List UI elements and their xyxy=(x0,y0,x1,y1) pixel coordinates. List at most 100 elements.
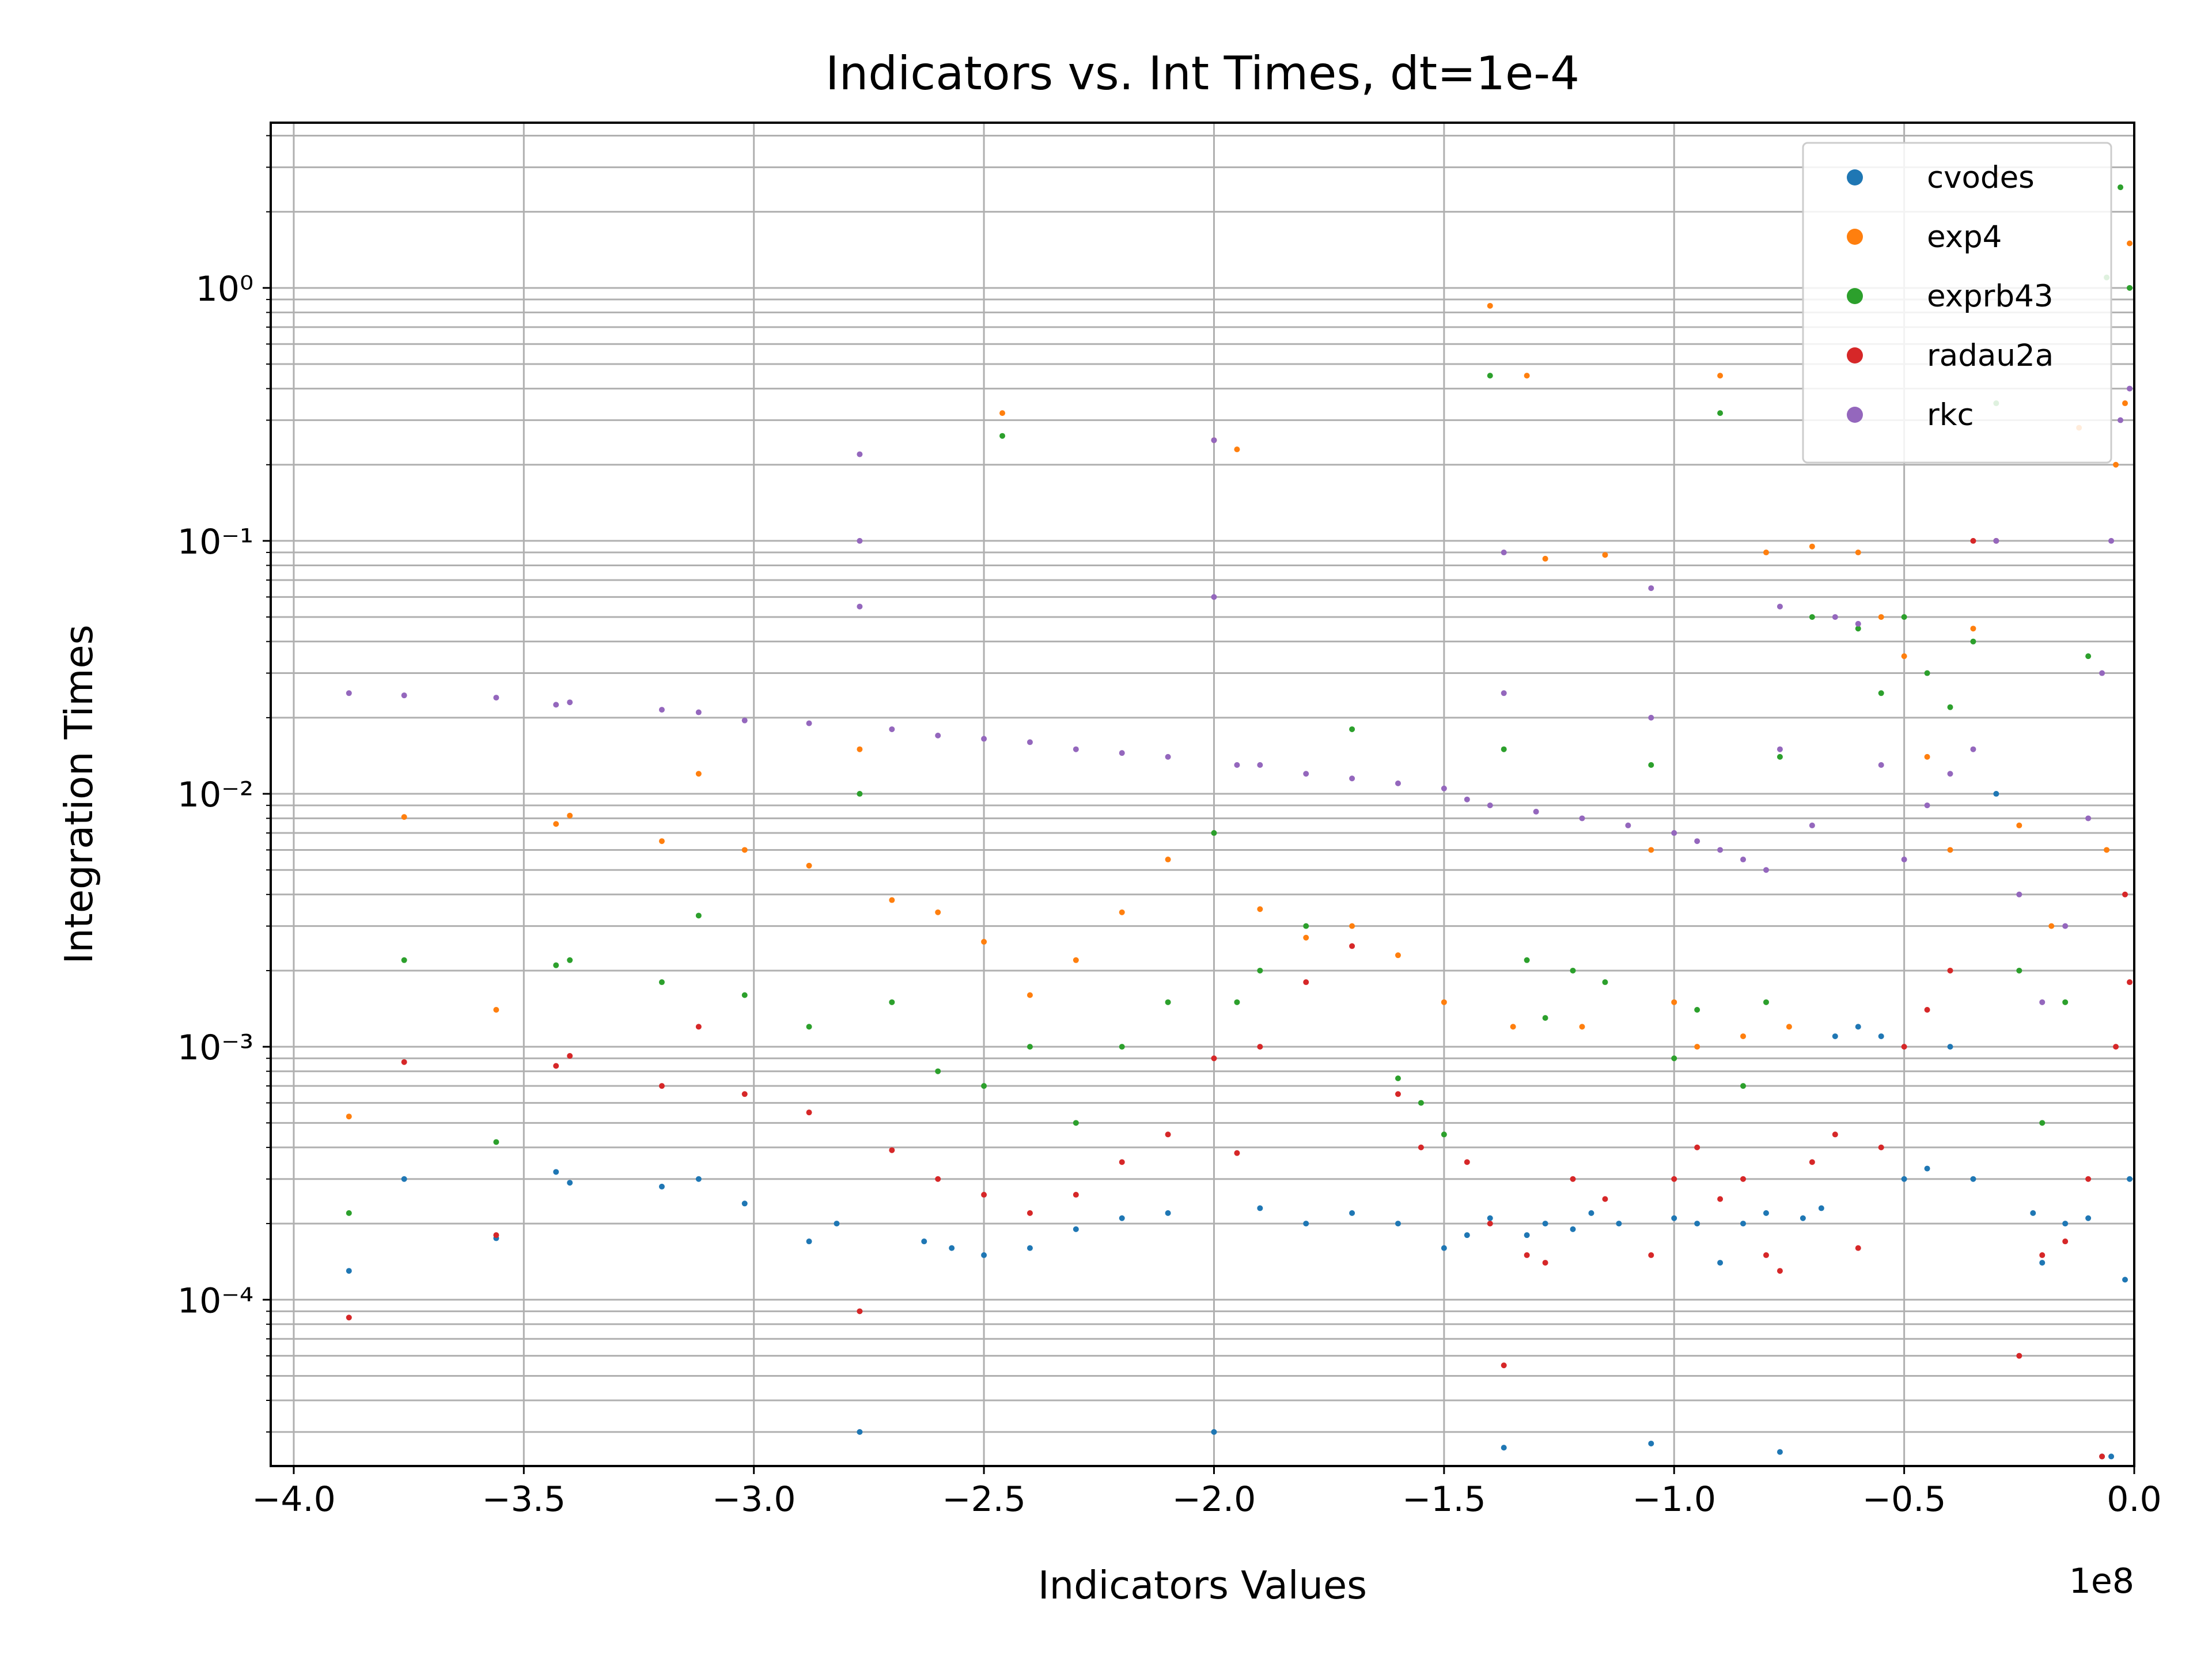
data-point-radau2a xyxy=(1119,1159,1125,1165)
data-point-exp4 xyxy=(346,1113,352,1120)
data-point-exp4 xyxy=(1924,753,1930,760)
data-point-exprb43 xyxy=(857,791,863,797)
data-point-exp4 xyxy=(1671,999,1677,1005)
data-point-cvodes xyxy=(2108,1453,2115,1460)
data-point-rkc xyxy=(741,717,748,724)
data-point-exp4 xyxy=(2016,822,2022,828)
data-point-radau2a xyxy=(981,1192,987,1198)
data-point-rkc xyxy=(1165,753,1171,760)
data-point-exp4 xyxy=(741,847,748,853)
data-point-radau2a xyxy=(2127,979,2133,986)
data-point-exp4 xyxy=(1855,550,1861,556)
data-point-radau2a xyxy=(2113,1044,2119,1050)
data-point-exprb43 xyxy=(1648,762,1654,768)
data-point-cvodes xyxy=(1818,1205,1824,1211)
data-point-cvodes xyxy=(567,1180,573,1186)
data-point-rkc xyxy=(1924,802,1930,809)
data-point-radau2a xyxy=(1832,1131,1838,1138)
data-point-exprb43 xyxy=(1970,638,1976,645)
legend-marker-exp4 xyxy=(1847,229,1863,245)
data-point-exp4 xyxy=(1602,552,1608,558)
data-point-rkc xyxy=(2108,537,2115,544)
data-point-radau2a xyxy=(2016,1353,2022,1359)
data-point-cvodes xyxy=(2030,1210,2036,1216)
data-point-radau2a xyxy=(1855,1245,1861,1251)
legend-marker-radau2a xyxy=(1847,347,1863,363)
data-point-exprb43 xyxy=(1763,999,1769,1005)
data-point-radau2a xyxy=(741,1091,748,1097)
data-point-exprb43 xyxy=(1418,1100,1424,1106)
data-point-exprb43 xyxy=(999,433,1006,439)
data-point-rkc xyxy=(493,695,499,701)
x-tick-label: −4.0 xyxy=(252,1479,336,1520)
data-point-exprb43 xyxy=(935,1068,941,1074)
data-point-exp4 xyxy=(935,909,941,915)
data-point-rkc xyxy=(857,603,863,609)
legend-label-rkc: rkc xyxy=(1927,397,1974,433)
data-point-exprb43 xyxy=(695,912,702,919)
data-point-exp4 xyxy=(1395,952,1401,959)
data-point-exprb43 xyxy=(1924,670,1930,676)
data-point-cvodes xyxy=(1947,1044,1953,1050)
data-point-rkc xyxy=(1349,775,1355,782)
data-point-exp4 xyxy=(1947,847,1953,853)
data-point-exprb43 xyxy=(1395,1075,1401,1082)
data-point-exprb43 xyxy=(1119,1044,1125,1050)
data-point-exprb43 xyxy=(1947,704,1953,710)
data-point-exprb43 xyxy=(1027,1044,1033,1050)
data-point-cvodes xyxy=(1878,1033,1884,1039)
data-point-cvodes xyxy=(1349,1210,1355,1216)
data-point-cvodes xyxy=(2122,1277,2128,1283)
data-point-rkc xyxy=(2085,815,2092,821)
data-point-rkc xyxy=(1671,830,1677,836)
data-point-exprb43 xyxy=(2127,285,2133,291)
data-point-radau2a xyxy=(2085,1176,2092,1182)
data-point-rkc xyxy=(1740,857,1747,863)
x-tick-label: 0.0 xyxy=(2107,1479,2161,1520)
data-point-rkc xyxy=(1970,746,1976,752)
data-point-rkc xyxy=(695,709,702,715)
data-point-cvodes xyxy=(346,1268,352,1274)
data-point-cvodes xyxy=(1648,1440,1654,1446)
data-point-rkc xyxy=(1777,746,1783,752)
data-point-cvodes xyxy=(1717,1260,1724,1266)
data-point-radau2a xyxy=(2099,1453,2105,1460)
data-point-radau2a xyxy=(346,1315,352,1321)
data-point-rkc xyxy=(857,451,863,457)
data-point-rkc xyxy=(2099,670,2105,676)
y-tick-label: 10⁻² xyxy=(177,775,253,815)
data-point-exprb43 xyxy=(741,992,748,998)
data-point-radau2a xyxy=(1947,967,1953,974)
legend-marker-cvodes xyxy=(1847,169,1863,185)
data-point-exprb43 xyxy=(401,957,407,963)
data-point-radau2a xyxy=(806,1109,812,1116)
data-point-cvodes xyxy=(1832,1033,1838,1039)
data-point-exp4 xyxy=(658,838,665,844)
data-point-cvodes xyxy=(1073,1226,1079,1232)
data-point-radau2a xyxy=(1809,1159,1815,1165)
data-point-rkc xyxy=(935,732,941,738)
data-point-exp4 xyxy=(857,746,863,752)
data-point-cvodes xyxy=(695,1176,702,1182)
data-point-rkc xyxy=(1993,537,1999,544)
data-point-exprb43 xyxy=(493,1139,499,1145)
data-point-radau2a xyxy=(1165,1131,1171,1138)
data-point-cvodes xyxy=(1777,1449,1783,1455)
data-point-rkc xyxy=(1777,603,1783,609)
data-point-radau2a xyxy=(1501,1362,1507,1369)
data-point-rkc xyxy=(2016,891,2022,897)
x-axis-label: Indicators Values xyxy=(1038,1563,1367,1608)
data-point-radau2a xyxy=(1671,1176,1677,1182)
data-point-rkc xyxy=(1501,690,1507,696)
data-point-exp4 xyxy=(2122,400,2128,407)
data-point-radau2a xyxy=(1524,1252,1530,1258)
data-point-exp4 xyxy=(2113,461,2119,468)
data-point-rkc xyxy=(1901,857,1907,863)
data-point-radau2a xyxy=(1487,1221,1493,1227)
data-point-rkc xyxy=(553,702,559,708)
legend: cvodes exp4 exprb43 radau2a rkc xyxy=(1802,142,2112,464)
data-point-rkc xyxy=(658,707,665,713)
data-point-radau2a xyxy=(889,1147,895,1153)
data-point-rkc xyxy=(567,699,573,706)
